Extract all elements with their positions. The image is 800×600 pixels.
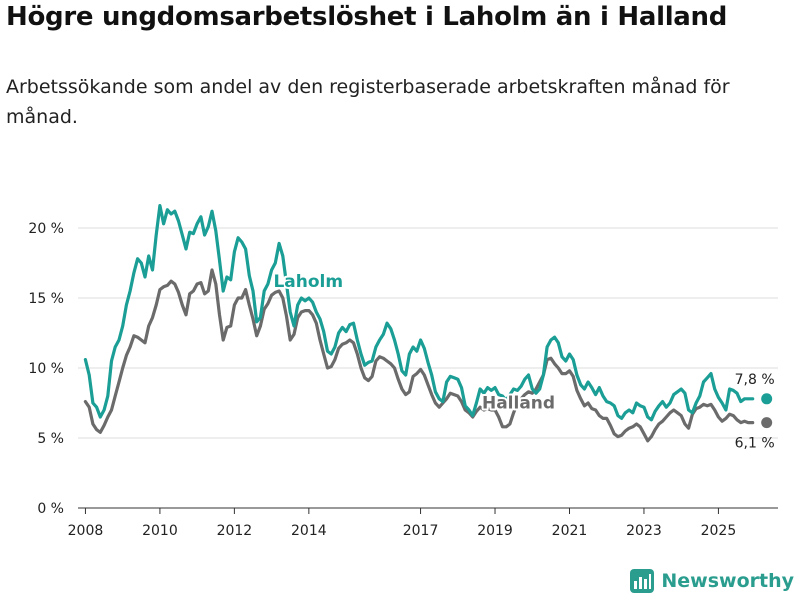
- x-tick-label: 2025: [701, 523, 737, 539]
- series-label-halland: Halland: [482, 394, 555, 414]
- series-label-laholm: Laholm: [273, 272, 343, 292]
- end-label-laholm: 7,8 %: [735, 372, 775, 388]
- newsworthy-logo-icon: [630, 569, 655, 593]
- y-tick-label: 15 %: [28, 291, 64, 307]
- y-tick-label: 5 %: [37, 431, 64, 447]
- brand-logo: Newsworthy: [629, 568, 794, 594]
- end-label-halland: 6,1 %: [735, 436, 775, 452]
- x-tick-label: 2008: [68, 523, 104, 539]
- x-tick-label: 2021: [552, 523, 588, 539]
- end-point-laholm: [761, 393, 773, 405]
- x-tick-label: 2010: [142, 523, 178, 539]
- y-tick-label: 20 %: [28, 221, 64, 237]
- x-tick-label: 2019: [477, 523, 513, 539]
- x-tick-label: 2012: [217, 523, 253, 539]
- series-line-laholm: [83, 204, 755, 422]
- series-line-halland: [83, 268, 755, 443]
- end-point-halland: [761, 417, 773, 429]
- brand-name: Newsworthy: [661, 570, 794, 592]
- x-tick-label: 2023: [626, 523, 662, 539]
- chart-subtitle: Arbetssökande som andel av den registerb…: [6, 76, 730, 128]
- x-tick-label: 2014: [291, 523, 327, 539]
- x-tick-label: 2017: [403, 523, 439, 539]
- chart-title: Högre ungdomsarbetslöshet i Laholm än i …: [6, 2, 728, 32]
- y-tick-label: 10 %: [28, 361, 64, 377]
- y-tick-label: 0 %: [37, 501, 64, 517]
